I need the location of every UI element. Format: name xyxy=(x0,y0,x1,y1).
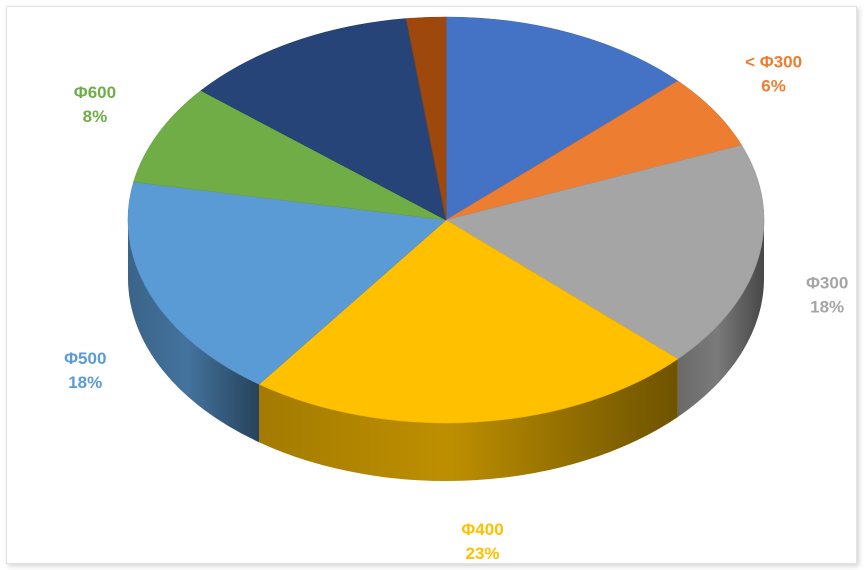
pie-tops xyxy=(127,16,765,424)
slice-percent-label: 8% xyxy=(83,107,108,126)
pie-chart: Inconnu13%< Φ3006%Φ30018%Φ40023%Φ50018%Φ… xyxy=(64,16,848,563)
pie-slice-600 xyxy=(133,90,447,221)
slice-name-label: Φ600 xyxy=(74,83,116,102)
slice-label-group-500: Φ500 18% xyxy=(64,349,106,392)
slice-percent-label: 18% xyxy=(68,373,102,392)
slice-name-label: < Φ300 xyxy=(745,53,802,72)
slice-percent-label: 18% xyxy=(810,297,844,316)
slice-label-group-400: Φ400 23% xyxy=(461,520,503,563)
slice-name-label: Φ400 xyxy=(461,520,503,539)
slice-name-label: Φ300 xyxy=(806,273,848,292)
pie-sides xyxy=(128,220,764,481)
pie-slice-800 xyxy=(200,18,447,221)
slice-label-group-600: Φ600 8% xyxy=(74,83,116,126)
pie-slice-inconnu xyxy=(445,16,679,221)
slice-name-label: Φ500 xyxy=(64,349,106,368)
slice-label-group-300: < Φ300 6% xyxy=(745,53,802,96)
pie-labels: Inconnu13%< Φ3006%Φ30018%Φ40023%Φ50018%Φ… xyxy=(64,53,848,563)
pie-slice-300 xyxy=(445,80,743,221)
slice-label-group-300: Φ300 18% xyxy=(806,273,848,316)
pie-side-shading-4 xyxy=(128,220,260,443)
pie-side-shading-2 xyxy=(677,220,764,417)
pie-slice-1000 xyxy=(405,16,447,221)
pie-slice-500 xyxy=(127,181,447,385)
pie-slice-300 xyxy=(445,144,765,360)
pie-side-shading-3 xyxy=(259,358,678,481)
slice-percent-label: 23% xyxy=(465,544,499,563)
chart-area: Inconnu13%< Φ3006%Φ30018%Φ40023%Φ50018%Φ… xyxy=(6,6,857,564)
slice-percent-label: 6% xyxy=(761,77,786,96)
pie-slice-400 xyxy=(258,219,679,424)
